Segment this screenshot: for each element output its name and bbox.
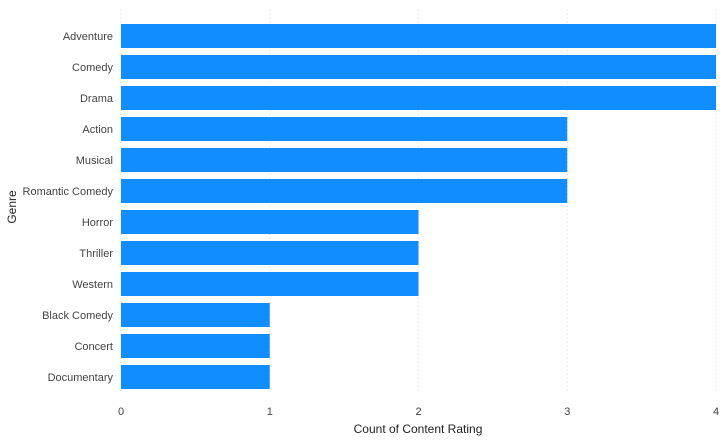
x-axis-title: Count of Content Rating [354, 422, 483, 436]
category-label: Action [82, 124, 113, 136]
bar-black-comedy[interactable] [121, 303, 270, 327]
x-tick-label: 0 [118, 406, 124, 418]
category-label: Musical [76, 155, 113, 167]
y-axis-title: Genre [5, 190, 19, 224]
category-label: Romantic Comedy [23, 186, 114, 198]
category-label: Thriller [79, 248, 113, 260]
bar-concert[interactable] [121, 334, 270, 358]
category-label: Drama [80, 93, 114, 105]
x-tick-labels: 0 1 2 3 4 [118, 406, 719, 418]
bars [121, 24, 716, 389]
bar-documentary[interactable] [121, 365, 270, 389]
bar-horror[interactable] [121, 210, 419, 234]
bar-musical[interactable] [121, 148, 568, 172]
bar-western[interactable] [121, 272, 419, 296]
bar-romantic-comedy[interactable] [121, 179, 568, 203]
bar-adventure[interactable] [121, 24, 716, 48]
bar-action[interactable] [121, 117, 568, 141]
bar-thriller[interactable] [121, 241, 419, 265]
x-tick-label: 2 [415, 406, 421, 418]
category-label: Comedy [72, 62, 113, 74]
bar-comedy[interactable] [121, 55, 716, 79]
x-tick-label: 4 [713, 406, 719, 418]
bar-drama[interactable] [121, 86, 716, 110]
category-label: Western [72, 279, 113, 291]
x-tick-label: 1 [267, 406, 273, 418]
category-labels: Adventure Comedy Drama Action Musical Romanti… [23, 31, 114, 384]
category-label: Black Comedy [42, 310, 113, 322]
x-tick-label: 3 [564, 406, 570, 418]
category-label: Concert [74, 341, 113, 353]
category-label: Horror [82, 217, 114, 229]
category-label: Documentary [48, 372, 114, 384]
category-label: Adventure [63, 31, 113, 43]
